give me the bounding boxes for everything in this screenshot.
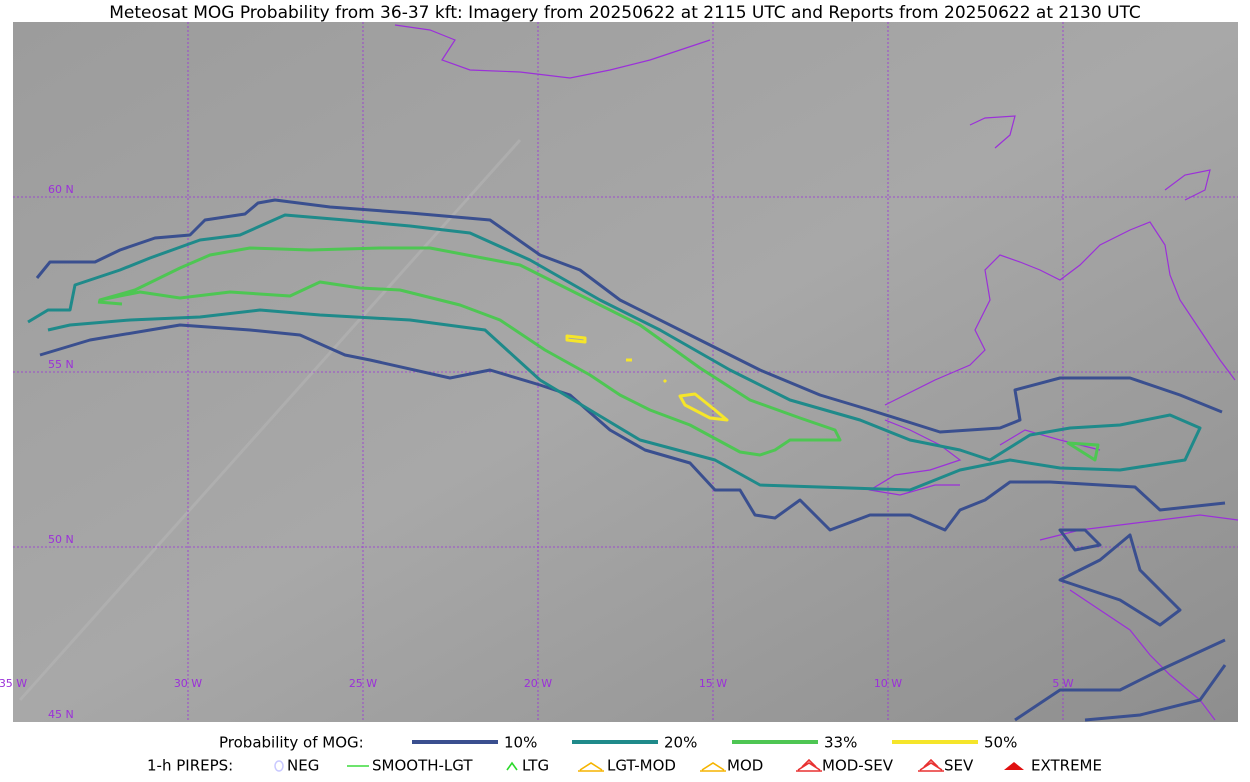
coastlines [394, 24, 1238, 721]
legend-text: LGT-MOD [607, 757, 676, 775]
legend-label: 1-h PIREPS: [147, 757, 233, 775]
legend-text: EXTREME [1031, 757, 1102, 775]
legend-text: 33% [824, 734, 857, 752]
legend-text: NEG [287, 757, 319, 775]
legend-text: MOD-SEV [822, 757, 894, 775]
lon-label: 15 W [699, 677, 727, 690]
lat-label: 45 N [48, 708, 74, 721]
lon-label: 35 W [0, 677, 27, 690]
lon-label: 5 W [1052, 677, 1073, 690]
legend-text: 10% [504, 734, 537, 752]
legend-text: MOD [727, 757, 763, 775]
lon-label: 30 W [174, 677, 202, 690]
lat-label: 60 N [48, 183, 74, 196]
lon-label: 10 W [874, 677, 902, 690]
pirep-icon [918, 758, 944, 772]
lon-labels: 35 W 30 W 25 W 20 W 15 W 10 W 5 W [0, 677, 1074, 690]
map [13, 22, 1238, 722]
lat-labels: 60 N 55 N 50 N 45 N [48, 183, 74, 721]
legend-text: 20% [664, 734, 697, 752]
pirep-icon [700, 762, 726, 772]
pirep-icon [1004, 762, 1024, 770]
pirep-icon [274, 760, 284, 772]
title: Meteosat MOG Probability from 36-37 kft:… [109, 3, 1141, 23]
grid [13, 22, 1238, 722]
legend-text: SMOOTH-LGT [372, 757, 473, 775]
legend-text: SEV [944, 757, 974, 775]
pirep-icon [506, 761, 518, 771]
legend: Probability of MOG: 10% 20% 33% 50% 1-h PIREP… [147, 734, 1102, 775]
contours [27, 198, 1227, 722]
legend-text: 50% [984, 734, 1017, 752]
lon-label: 20 W [524, 677, 552, 690]
lon-label: 25 W [349, 677, 377, 690]
legend-text: LTG [522, 757, 549, 775]
lat-label: 50 N [48, 533, 74, 546]
pirep-icon [578, 762, 604, 772]
pirep-icon [796, 758, 822, 772]
legend-label: Probability of MOG: [219, 734, 364, 752]
lat-label: 55 N [48, 358, 74, 371]
